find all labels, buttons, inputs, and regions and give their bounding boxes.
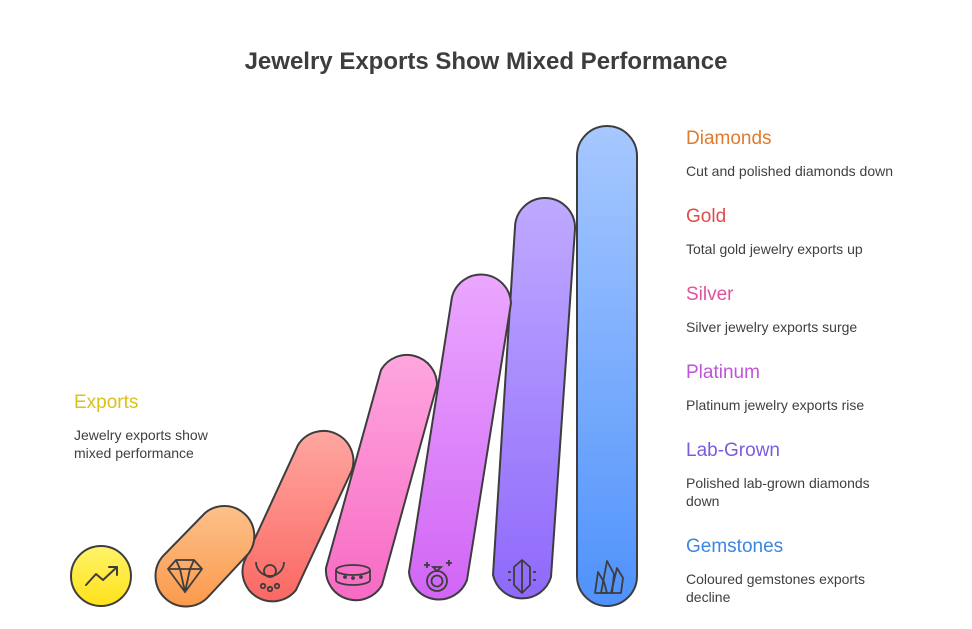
necklace-icon bbox=[255, 561, 285, 593]
exports-title: Exports bbox=[74, 392, 139, 413]
bar-diamonds bbox=[154, 505, 256, 608]
silver-description: Silver jewelry exports surge bbox=[686, 319, 858, 335]
bar-gold bbox=[241, 430, 355, 603]
ring-icon bbox=[424, 560, 452, 592]
diamonds-description: Cut and polished diamonds down bbox=[686, 163, 894, 179]
gold-description: Total gold jewelry exports up bbox=[686, 241, 863, 257]
start-circle bbox=[70, 545, 132, 607]
lab-grown-title: Lab-Grown bbox=[686, 440, 780, 461]
silver-title: Silver bbox=[686, 284, 734, 305]
bar-platinum bbox=[407, 273, 513, 601]
bracelet-icon bbox=[335, 564, 371, 586]
bar-gemstones bbox=[576, 125, 638, 607]
gemstones-title: Gemstones bbox=[686, 536, 784, 557]
crystal-icon bbox=[508, 559, 536, 594]
gemstones-description: Coloured gemstones exports decline bbox=[686, 571, 865, 605]
diamonds-title: Diamonds bbox=[686, 128, 772, 149]
trending-up-icon bbox=[85, 566, 118, 586]
platinum-description: Platinum jewelry exports rise bbox=[686, 397, 865, 413]
gemstones-icon bbox=[594, 560, 624, 594]
gold-title: Gold bbox=[686, 206, 727, 227]
diamond-icon bbox=[167, 559, 203, 593]
bar-silver bbox=[324, 353, 439, 602]
platinum-title: Platinum bbox=[686, 362, 760, 383]
lab-grown-description: Polished lab-grown diamonds down bbox=[686, 475, 870, 509]
bar-lab-grown bbox=[491, 197, 577, 600]
page-title: Jewelry Exports Show Mixed Performance bbox=[244, 48, 728, 75]
exports-description: Jewelry exports show mixed performance bbox=[74, 427, 208, 461]
